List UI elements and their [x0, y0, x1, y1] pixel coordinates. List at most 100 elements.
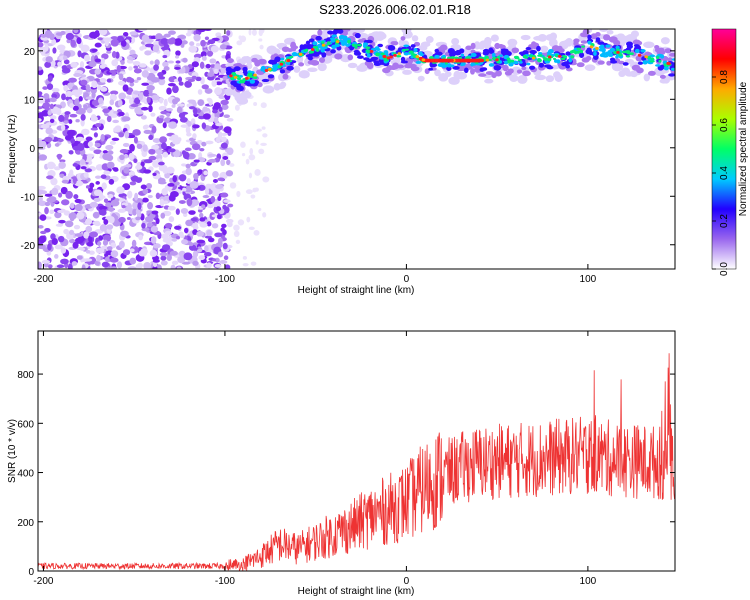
- ridge-blob: [494, 70, 502, 77]
- ridge-peak: [389, 55, 393, 59]
- ridge-blob: [655, 55, 660, 60]
- ridge-peak: [310, 48, 315, 52]
- noise-blob: [142, 188, 149, 195]
- ridge-blob: [270, 60, 277, 66]
- noise-blob: [143, 159, 153, 164]
- ridge-peak: [589, 45, 594, 49]
- noise-blob: [118, 216, 126, 223]
- ridge-blob: [342, 36, 348, 41]
- ridge-blob: [671, 58, 675, 61]
- ridge-blob: [642, 60, 648, 65]
- noise-blob: [67, 82, 74, 88]
- noise-blob: [141, 70, 149, 78]
- snr-panel: -200 -100 0 100 0 200 400 600 800 Height of str…: [7, 330, 676, 597]
- noise-blob: [117, 99, 123, 107]
- noise-blob: [110, 250, 119, 258]
- noise-blob: [197, 99, 205, 107]
- noise-blob: [183, 252, 193, 261]
- ridge-blob: [585, 48, 593, 55]
- noise-blob: [100, 86, 108, 92]
- noise-blob: [162, 54, 168, 59]
- noise-blob: [95, 175, 102, 179]
- noise-blob: [46, 175, 54, 180]
- noise-blob: [50, 177, 58, 186]
- noise-blob: [102, 108, 110, 114]
- noise-blob: [106, 161, 115, 169]
- noise-blob: [211, 223, 219, 229]
- ridge-blob: [623, 35, 632, 41]
- noise-blob: [73, 194, 79, 200]
- ridge-blob: [326, 41, 331, 46]
- ridge-blob: [460, 63, 464, 67]
- noise-blob: [257, 207, 262, 212]
- ridge-blob: [624, 50, 630, 54]
- noise-blob: [205, 183, 213, 189]
- noise-blob: [97, 84, 102, 91]
- noise-blob: [83, 172, 89, 178]
- noise-blob: [214, 63, 221, 71]
- ridge-blob: [315, 35, 322, 41]
- noise-blob: [98, 205, 108, 211]
- ridge-blob: [357, 43, 362, 47]
- noise-blob: [229, 163, 235, 167]
- noise-blob: [262, 176, 270, 183]
- noise-blob: [59, 173, 65, 178]
- ridge-blob: [268, 47, 281, 56]
- ridge-blob: [630, 30, 640, 38]
- noise-blob: [158, 181, 167, 185]
- ridge-blob: [260, 65, 266, 70]
- ridge-blob: [654, 47, 663, 53]
- noise-blob: [38, 188, 44, 196]
- noise-blob: [136, 76, 142, 81]
- noise-blob: [192, 124, 200, 129]
- noise-blob: [171, 238, 178, 242]
- noise-blob: [123, 166, 130, 174]
- noise-blob: [44, 43, 49, 52]
- noise-blob: [206, 221, 212, 227]
- noise-blob: [44, 201, 51, 207]
- noise-blob: [212, 187, 220, 195]
- ridge-blob: [504, 60, 509, 65]
- ridge-blob: [242, 70, 248, 75]
- ridge-blob: [296, 54, 304, 64]
- noise-blob: [181, 239, 189, 245]
- ridge-blob: [230, 80, 238, 86]
- ridge-peak: [369, 49, 374, 53]
- noise-blob: [38, 96, 46, 104]
- ridge-blob: [373, 62, 382, 67]
- noise-blob: [38, 112, 47, 117]
- noise-blob: [155, 149, 163, 155]
- noise-blob: [143, 262, 152, 269]
- noise-blob: [143, 124, 150, 129]
- noise-blob: [220, 99, 229, 106]
- ridge-blob: [587, 34, 592, 40]
- noise-blob: [182, 57, 188, 63]
- noise-blob: [85, 185, 91, 189]
- noise-blob: [79, 158, 86, 166]
- ridge-blob: [299, 44, 305, 50]
- noise-blob: [168, 216, 175, 223]
- noise-blob: [96, 254, 101, 262]
- ridge-blob: [522, 70, 531, 77]
- noise-blob: [196, 239, 206, 244]
- ridge-blob: [573, 38, 580, 44]
- noise-blob: [195, 76, 202, 82]
- ridge-blob: [568, 57, 573, 63]
- noise-blob: [78, 96, 83, 102]
- noise-blob: [193, 221, 199, 229]
- noise-blob: [204, 88, 213, 94]
- ridge-peak: [264, 69, 269, 73]
- ridge-peak: [244, 76, 249, 80]
- ridge-blob: [356, 29, 366, 33]
- noise-blob: [256, 128, 262, 132]
- noise-blob: [75, 136, 85, 142]
- noise-blob: [192, 260, 199, 266]
- noise-blob: [196, 140, 203, 145]
- noise-blob: [140, 184, 147, 190]
- ridge-blob: [347, 54, 354, 61]
- noise-blob: [84, 218, 93, 226]
- ridge-blob: [580, 32, 586, 37]
- ridge-blob: [382, 67, 391, 74]
- colorbar: 0.0 0.2 0.4 0.6 0.8 Normalized spectral ampl…: [711, 28, 749, 276]
- noise-blob: [189, 181, 199, 189]
